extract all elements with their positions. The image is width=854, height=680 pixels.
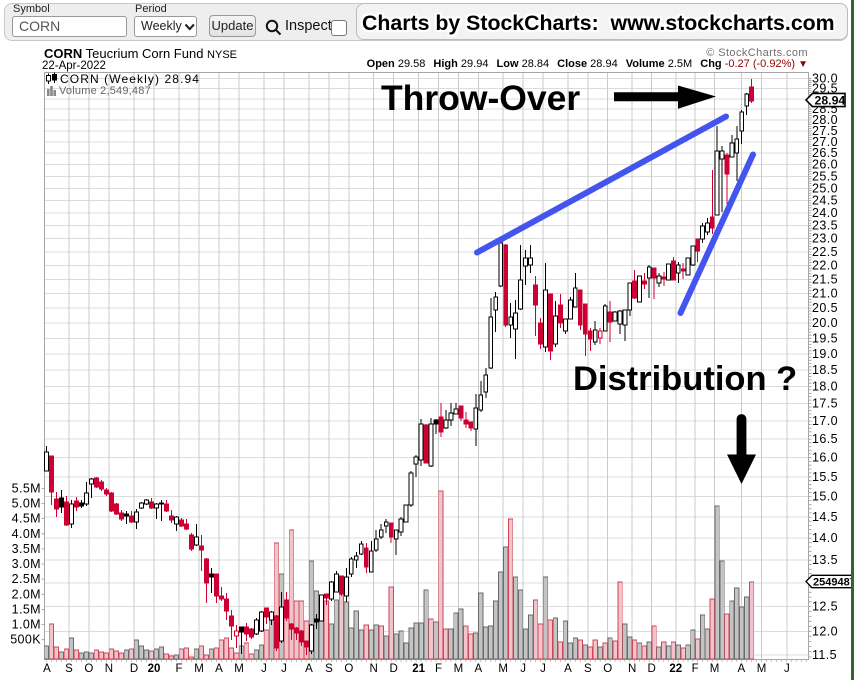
svg-text:20: 20 <box>148 663 161 675</box>
svg-text:D: D <box>130 663 138 675</box>
svg-text:O: O <box>84 663 93 675</box>
svg-text:4.0M: 4.0M <box>12 527 41 541</box>
svg-text:22.5: 22.5 <box>812 245 838 259</box>
svg-text:S: S <box>325 663 333 675</box>
svg-text:J: J <box>784 663 790 675</box>
svg-text:J: J <box>540 663 546 675</box>
svg-text:18.0: 18.0 <box>812 380 838 394</box>
svg-text:O: O <box>344 663 353 675</box>
svg-text:27.0: 27.0 <box>812 135 838 149</box>
svg-text:J: J <box>520 663 526 675</box>
svg-text:19.5: 19.5 <box>812 331 838 345</box>
svg-text:21: 21 <box>412 663 425 675</box>
svg-text:21.0: 21.0 <box>812 287 838 301</box>
svg-text:14.0: 14.0 <box>812 531 838 545</box>
svg-text:F: F <box>435 663 442 675</box>
svg-text:A: A <box>305 663 313 675</box>
svg-text:S: S <box>584 663 592 675</box>
svg-text:N: N <box>628 663 636 675</box>
svg-text:2.0M: 2.0M <box>12 587 41 601</box>
svg-text:500K: 500K <box>10 633 41 647</box>
svg-text:M: M <box>757 663 767 675</box>
svg-text:26.0: 26.0 <box>812 158 838 172</box>
svg-text:24.5: 24.5 <box>812 194 838 208</box>
svg-text:17.0: 17.0 <box>812 414 838 428</box>
svg-text:M: M <box>194 663 204 675</box>
svg-text:22.0: 22.0 <box>812 259 838 273</box>
svg-text:25.0: 25.0 <box>812 181 838 195</box>
svg-text:22: 22 <box>669 663 682 675</box>
svg-text:M: M <box>498 663 508 675</box>
svg-text:M: M <box>454 663 464 675</box>
svg-text:20.0: 20.0 <box>812 316 838 330</box>
svg-text:15.0: 15.0 <box>812 490 838 504</box>
svg-text:28.0: 28.0 <box>812 113 838 127</box>
svg-text:14.5: 14.5 <box>812 510 838 524</box>
svg-text:17.5: 17.5 <box>812 397 838 411</box>
svg-text:16.0: 16.0 <box>812 451 838 465</box>
svg-text:4.5M: 4.5M <box>12 512 41 526</box>
svg-text:A: A <box>474 663 482 675</box>
svg-text:12.5: 12.5 <box>812 600 838 614</box>
svg-text:13.5: 13.5 <box>812 553 838 567</box>
svg-text:23.0: 23.0 <box>812 232 838 246</box>
svg-text:A: A <box>564 663 572 675</box>
svg-text:5.0M: 5.0M <box>12 497 41 511</box>
svg-text:26.5: 26.5 <box>812 146 838 160</box>
svg-text:A: A <box>737 663 745 675</box>
svg-text:D: D <box>390 663 398 675</box>
svg-text:A: A <box>215 663 223 675</box>
svg-text:16.5: 16.5 <box>812 432 838 446</box>
svg-text:28.94: 28.94 <box>815 94 846 108</box>
svg-text:N: N <box>370 663 378 675</box>
svg-text:J: J <box>281 663 287 675</box>
svg-text:21.5: 21.5 <box>812 272 838 286</box>
svg-text:29.5: 29.5 <box>812 81 838 95</box>
svg-text:5.5M: 5.5M <box>12 481 41 495</box>
svg-text:15.5: 15.5 <box>812 470 838 484</box>
svg-text:11.5: 11.5 <box>812 648 837 662</box>
svg-text:30.0: 30.0 <box>812 71 838 85</box>
svg-text:O: O <box>603 663 612 675</box>
svg-text:D: D <box>647 663 655 675</box>
svg-text:1.0M: 1.0M <box>12 618 41 632</box>
svg-text:S: S <box>65 663 73 675</box>
svg-text:20.5: 20.5 <box>812 301 838 315</box>
svg-text:12.0: 12.0 <box>812 624 838 638</box>
svg-text:J: J <box>261 663 267 675</box>
svg-text:2.5M: 2.5M <box>12 572 41 586</box>
svg-text:N: N <box>105 663 113 675</box>
svg-text:24.0: 24.0 <box>812 206 838 220</box>
svg-text:M: M <box>234 663 244 675</box>
svg-text:F: F <box>692 663 699 675</box>
svg-text:25.5: 25.5 <box>812 169 838 183</box>
svg-text:F: F <box>175 663 182 675</box>
svg-text:A: A <box>43 663 51 675</box>
svg-text:27.5: 27.5 <box>812 124 838 138</box>
svg-text:19.0: 19.0 <box>812 347 838 361</box>
svg-text:3.5M: 3.5M <box>12 542 41 556</box>
svg-text:1.5M: 1.5M <box>12 602 41 616</box>
svg-text:2549487: 2549487 <box>813 577 854 589</box>
svg-text:M: M <box>710 663 720 675</box>
svg-text:23.5: 23.5 <box>812 219 838 233</box>
svg-text:Distribution ?: Distribution ? <box>573 360 797 398</box>
svg-text:Throw-Over: Throw-Over <box>381 78 580 118</box>
svg-text:3.0M: 3.0M <box>12 557 41 571</box>
svg-text:18.5: 18.5 <box>812 363 838 377</box>
